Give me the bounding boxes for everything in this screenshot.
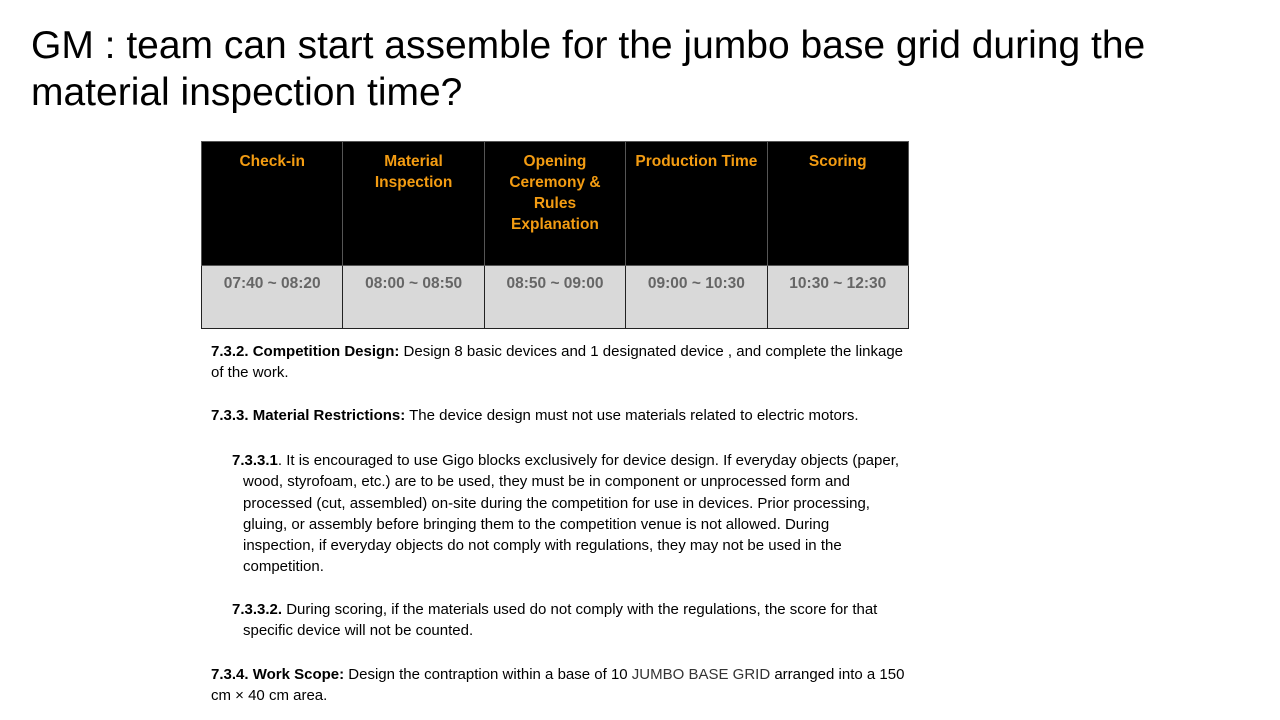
time-material-inspection: 08:00 ~ 08:50 — [342, 265, 485, 329]
schedule-table: Check-in Material Inspection Opening Cer… — [200, 141, 910, 329]
section-text: Design the contraption within a base of … — [344, 666, 632, 683]
title-line: GM : team can start assemble for the jum… — [31, 24, 1146, 67]
section-7-3-2: 7.3.2. Competition Design: Design 8 basi… — [211, 341, 903, 384]
time-check-in: 07:40 ~ 08:20 — [200, 265, 344, 329]
section-text: The device design must not use materials… — [405, 407, 859, 424]
time-scoring: 10:30 ~ 12:30 — [766, 265, 910, 329]
section-label: 7.3.2. Competition Design: — [211, 343, 400, 360]
slide-title: GM : team can start assemble for the jum… — [31, 22, 1145, 116]
time-production-time: 09:00 ~ 10:30 — [625, 265, 768, 329]
schedule-header-row: Check-in Material Inspection Opening Cer… — [200, 141, 910, 266]
section-text: cm × 40 cm area. — [211, 687, 328, 705]
header-scoring: Scoring — [766, 141, 910, 266]
schedule-time-row: 07:40 ~ 08:20 08:00 ~ 08:50 08:50 ~ 09:0… — [200, 265, 910, 329]
section-text: wood, styrofoam, etc.) are to be used, t… — [243, 473, 850, 491]
section-text: During scoring, if the materials used do… — [282, 601, 878, 618]
title-line: material inspection time? — [31, 71, 463, 114]
jumbo-base-grid-term: JUMBO BASE GRID — [631, 666, 771, 683]
section-text: processed (cut, assembled) on-site durin… — [243, 494, 870, 512]
section-label: 7.3.3.1 — [232, 452, 278, 469]
section-text: . It is encouraged to use Gigo blocks ex… — [277, 452, 900, 469]
header-check-in: Check-in — [200, 141, 344, 266]
section-text: specific device will not be counted. — [243, 622, 474, 640]
header-material-inspection: Material Inspection — [342, 141, 485, 266]
section-text: arranged into a 150 — [770, 666, 905, 683]
section-label: 7.3.3. Material Restrictions: — [211, 407, 406, 424]
header-opening-ceremony: Opening Ceremony & Rules Explanation — [483, 141, 627, 266]
section-label: 7.3.4. Work Scope: — [211, 666, 345, 683]
section-text: Design 8 basic devices and 1 designated … — [399, 343, 904, 360]
section-text: competition. — [243, 558, 324, 576]
section-text: inspection, if everyday objects do not c… — [243, 537, 842, 555]
section-text: gluing, or assembly before bringing them… — [243, 515, 830, 533]
time-opening-ceremony: 08:50 ~ 09:00 — [483, 265, 627, 329]
section-7-3-3-2: 7.3.3.2. During scoring, if the material… — [232, 599, 877, 642]
section-7-3-3-1: 7.3.3.1. It is encouraged to use Gigo bl… — [232, 450, 899, 578]
section-7-3-3: 7.3.3. Material Restrictions: The device… — [211, 405, 859, 426]
section-text: of the work. — [211, 364, 289, 382]
section-label: 7.3.3.2. — [232, 601, 283, 618]
header-production-time: Production Time — [625, 141, 768, 266]
section-7-3-4: 7.3.4. Work Scope: Design the contraptio… — [211, 664, 904, 707]
